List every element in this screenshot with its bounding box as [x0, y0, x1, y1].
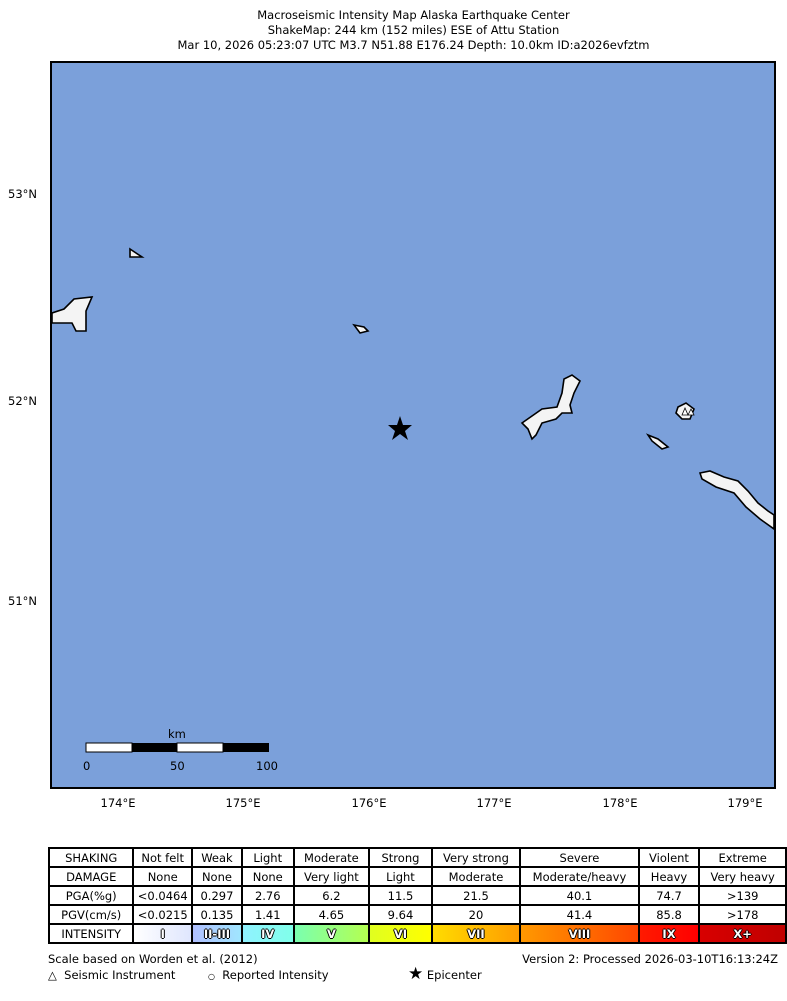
- intensity-legend-table: SHAKING Not felt Weak Light Moderate Strong Ve…: [47, 847, 787, 944]
- legend-cell: Very strong: [430, 847, 522, 868]
- legend-cell: <0.0215: [132, 904, 193, 925]
- legend-row: PGA(%g) <0.0464 0.297 2.76 6.2 11.5 21.5 40.1 74…: [47, 885, 787, 906]
- legend-cell: Violent: [637, 847, 701, 868]
- legend-row: SHAKING Not felt Weak Light Moderate Strong Ve…: [47, 847, 787, 868]
- triangle-icon: △: [48, 968, 57, 982]
- legend-cell: 20: [430, 904, 522, 925]
- legend-cell: Heavy: [637, 866, 701, 887]
- star-icon: ★: [408, 964, 424, 984]
- island: [698, 470, 774, 530]
- lon-label: 176°E: [351, 796, 387, 810]
- legend-cell: Light: [240, 847, 295, 868]
- legend-cell: <0.0464: [132, 885, 193, 906]
- legend-cell: 11.5: [368, 885, 433, 906]
- event-info: Mar 10, 2026 05:23:07 UTC M3.7 N51.88 E1…: [177, 38, 650, 52]
- scale-tick: 50: [170, 759, 185, 773]
- legend-cell: None: [132, 866, 193, 887]
- legend-cell: 1.41: [240, 904, 295, 925]
- lon-label: 178°E: [602, 796, 638, 810]
- lon-label: 177°E: [476, 796, 512, 810]
- legend-row: PGV(cm/s) <0.0215 0.135 1.41 4.65 9.64 20 41.4 8…: [47, 904, 787, 925]
- legend-cell: Moderate: [292, 847, 371, 868]
- lat-label: 51°N: [8, 594, 37, 608]
- legend-cell: >139: [698, 885, 787, 906]
- legend-cell: 2.76: [240, 885, 295, 906]
- legend-cell: None: [190, 866, 243, 887]
- lon-label: 175°E: [225, 796, 261, 810]
- legend-cell: 0.135: [190, 904, 243, 925]
- scale-tick: 100: [256, 759, 278, 773]
- seismic-instrument-icon: [681, 406, 689, 416]
- legend-cell: Moderate: [430, 866, 522, 887]
- intensity-swatch: VII: [430, 923, 522, 944]
- lat-label: 52°N: [8, 394, 37, 408]
- row-label: SHAKING: [47, 847, 135, 868]
- instrument-legend: Seismic Instrument: [64, 968, 176, 982]
- map-title: Macroseismic Intensity Map Alaska Earthq…: [257, 8, 570, 22]
- circle-icon: ○: [208, 972, 215, 981]
- scale-unit: km: [168, 727, 186, 741]
- legend-cell: Very light: [292, 866, 371, 887]
- map-features: [52, 247, 774, 753]
- legend-cell: 74.7: [637, 885, 701, 906]
- legend-cell: Extreme: [698, 847, 787, 868]
- legend-cell: Very heavy: [698, 866, 787, 887]
- legend-cell: Moderate/heavy: [519, 866, 640, 887]
- legend-cell: 40.1: [519, 885, 640, 906]
- legend-cell: 4.65: [292, 904, 371, 925]
- intensity-swatch: I: [132, 923, 193, 944]
- legend-cell: Strong: [368, 847, 433, 868]
- seismic-instrument-icon: [687, 408, 695, 416]
- lat-label: 53°N: [8, 187, 37, 201]
- scale-tick: 0: [83, 759, 91, 773]
- island: [52, 296, 94, 332]
- legend-cell: Not felt: [132, 847, 193, 868]
- epicenter-legend: Epicenter: [426, 968, 482, 982]
- intensity-swatch: IX: [637, 923, 701, 944]
- legend-cell: Weak: [190, 847, 243, 868]
- legend-cell: 85.8: [637, 904, 701, 925]
- epicenter-star-icon: [388, 416, 412, 440]
- island: [645, 433, 670, 450]
- intensity-swatch: V: [292, 923, 371, 944]
- lon-label: 179°E: [727, 796, 763, 810]
- legend-row: DAMAGE None None None Very light Light Moderat…: [47, 866, 787, 887]
- legend-cell: None: [240, 866, 295, 887]
- legend-cell: 6.2: [292, 885, 371, 906]
- lon-label: 174°E: [100, 796, 136, 810]
- legend-cell: 9.64: [368, 904, 433, 925]
- legend-cell: 21.5: [430, 885, 522, 906]
- intensity-swatch: II-III: [190, 923, 243, 944]
- island: [520, 374, 582, 441]
- legend-cell: 0.297: [190, 885, 243, 906]
- row-label: INTENSITY: [47, 923, 135, 944]
- scale-note: Scale based on Worden et al. (2012): [48, 952, 258, 966]
- intensity-swatch: VIII: [519, 923, 640, 944]
- reported-legend: Reported Intensity: [222, 968, 329, 982]
- legend-cell: Severe: [519, 847, 640, 868]
- map-subtitle: ShakeMap: 244 km (152 miles) ESE of Attu…: [267, 23, 560, 37]
- island: [352, 323, 370, 334]
- intensity-row: INTENSITY I II-III IV V VI VII VIII IX X+: [47, 923, 787, 944]
- row-label: PGA(%g): [47, 885, 135, 906]
- legend-cell: Light: [368, 866, 433, 887]
- legend-cell: >178: [698, 904, 787, 925]
- intensity-map[interactable]: km 0 50 100: [50, 61, 776, 789]
- row-label: DAMAGE: [47, 866, 135, 887]
- scale-bar: [85, 742, 269, 753]
- row-label: PGV(cm/s): [47, 904, 135, 925]
- version-info: Version 2: Processed 2026-03-10T16:13:24…: [522, 952, 778, 966]
- legend-cell: 41.4: [519, 904, 640, 925]
- island: [129, 247, 145, 258]
- intensity-swatch: X+: [698, 923, 787, 944]
- intensity-swatch: IV: [240, 923, 295, 944]
- intensity-swatch: VI: [368, 923, 433, 944]
